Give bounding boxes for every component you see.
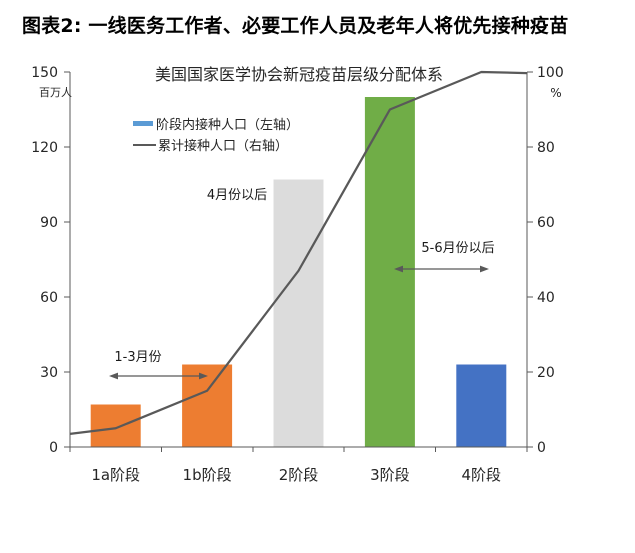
- right-tick-label: 100: [537, 65, 564, 81]
- bar-4阶段: [456, 364, 507, 447]
- left-tick-label: 150: [31, 65, 58, 81]
- annotation-jan-mar: 1-3月份: [114, 350, 162, 365]
- legend: 阶段内接种人口（左轴） 累计接种人口（右轴）: [133, 113, 299, 155]
- arrowhead-left-icon: [109, 372, 118, 380]
- legend-bar-swatch-icon: [133, 121, 153, 126]
- category-label-2阶段: 2阶段: [279, 466, 319, 484]
- category-label-1b阶段: 1b阶段: [183, 466, 232, 484]
- figure-title: 图表2: 一线医务工作者、必要工作人员及老年人将优先接种疫苗: [22, 15, 569, 37]
- bar-1a阶段: [90, 404, 141, 447]
- left-tick-label: 0: [49, 440, 58, 456]
- category-label-1a阶段: 1a阶段: [91, 466, 140, 484]
- cumulative-line: [69, 70, 528, 435]
- left-axis-unit: 百万人: [39, 86, 72, 99]
- arrowhead-right-icon: [199, 372, 208, 380]
- legend-line-swatch-icon: [133, 143, 156, 146]
- bar-2阶段: [273, 179, 324, 447]
- legend-item-cumulative: 累计接种人口（右轴）: [133, 134, 299, 155]
- bar-1b阶段: [182, 364, 233, 447]
- left-tick-label: 60: [40, 290, 58, 306]
- arrowhead-right-icon: [480, 265, 489, 273]
- category-label-4阶段: 4阶段: [462, 466, 502, 484]
- annotation-after-may-june: 5-6月份以后: [421, 241, 495, 256]
- legend-label-stage-population: 阶段内接种人口（左轴）: [156, 118, 300, 133]
- left-tick-label: 120: [31, 140, 58, 156]
- right-tick-label: 60: [537, 215, 555, 231]
- right-tick-label: 40: [537, 290, 555, 306]
- category-label-3阶段: 3阶段: [370, 466, 410, 484]
- legend-label-cumulative: 累计接种人口（右轴）: [158, 139, 289, 154]
- legend-item-stage-population: 阶段内接种人口（左轴）: [133, 113, 299, 134]
- right-axis-unit: %: [550, 86, 561, 100]
- right-tick-label: 20: [537, 365, 555, 381]
- arrowhead-left-icon: [394, 265, 403, 273]
- left-tick-label: 90: [40, 215, 58, 231]
- left-tick-label: 30: [40, 365, 58, 381]
- right-tick-label: 0: [537, 440, 546, 456]
- right-tick-label: 80: [537, 140, 555, 156]
- chart-title: 美国国家医学协会新冠疫苗层级分配体系: [154, 65, 443, 84]
- bar-3阶段: [364, 97, 415, 447]
- annotation-after-april: 4月份以后: [206, 188, 268, 203]
